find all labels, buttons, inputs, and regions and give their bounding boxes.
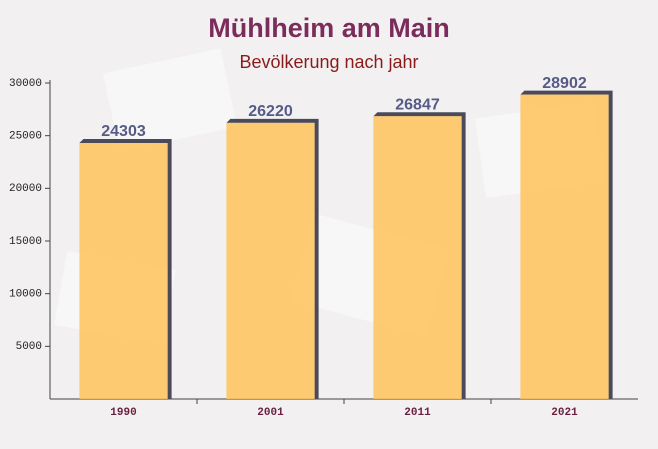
bar bbox=[226, 122, 315, 399]
y-tick-label: 5000 bbox=[16, 341, 42, 353]
x-tick-label: 2021 bbox=[551, 407, 578, 419]
chart-title: Mühlheim am Main bbox=[208, 13, 450, 43]
bar bbox=[79, 143, 168, 399]
y-tick-label: 30000 bbox=[9, 78, 42, 90]
bar bbox=[373, 116, 462, 399]
x-tick-label: 2001 bbox=[257, 407, 284, 419]
value-label: 26847 bbox=[395, 96, 440, 113]
value-label: 28902 bbox=[542, 75, 587, 92]
x-tick-label: 1990 bbox=[110, 407, 136, 419]
bar bbox=[520, 94, 609, 399]
x-tick-label: 2011 bbox=[404, 407, 431, 419]
value-label: 24303 bbox=[101, 123, 146, 140]
y-tick-label: 25000 bbox=[9, 131, 42, 143]
value-label: 26220 bbox=[248, 103, 293, 120]
chart-subtitle: Bevölkerung nach jahr bbox=[239, 52, 418, 72]
y-tick-label: 15000 bbox=[9, 236, 42, 248]
y-tick-label: 10000 bbox=[9, 289, 42, 301]
y-tick-label: 20000 bbox=[9, 183, 42, 195]
